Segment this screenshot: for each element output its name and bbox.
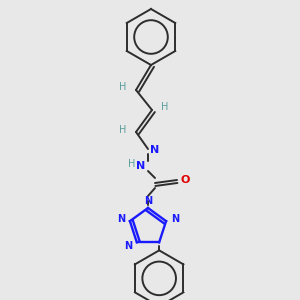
- Text: H: H: [119, 125, 127, 135]
- Text: N: N: [136, 161, 146, 171]
- Text: O: O: [180, 175, 190, 185]
- Text: N: N: [117, 214, 125, 224]
- Text: N: N: [171, 214, 179, 224]
- Text: N: N: [150, 145, 160, 155]
- Text: H: H: [119, 82, 127, 92]
- Text: H: H: [128, 159, 136, 169]
- Text: N: N: [144, 196, 152, 206]
- Text: N: N: [124, 242, 132, 251]
- Text: H: H: [161, 102, 169, 112]
